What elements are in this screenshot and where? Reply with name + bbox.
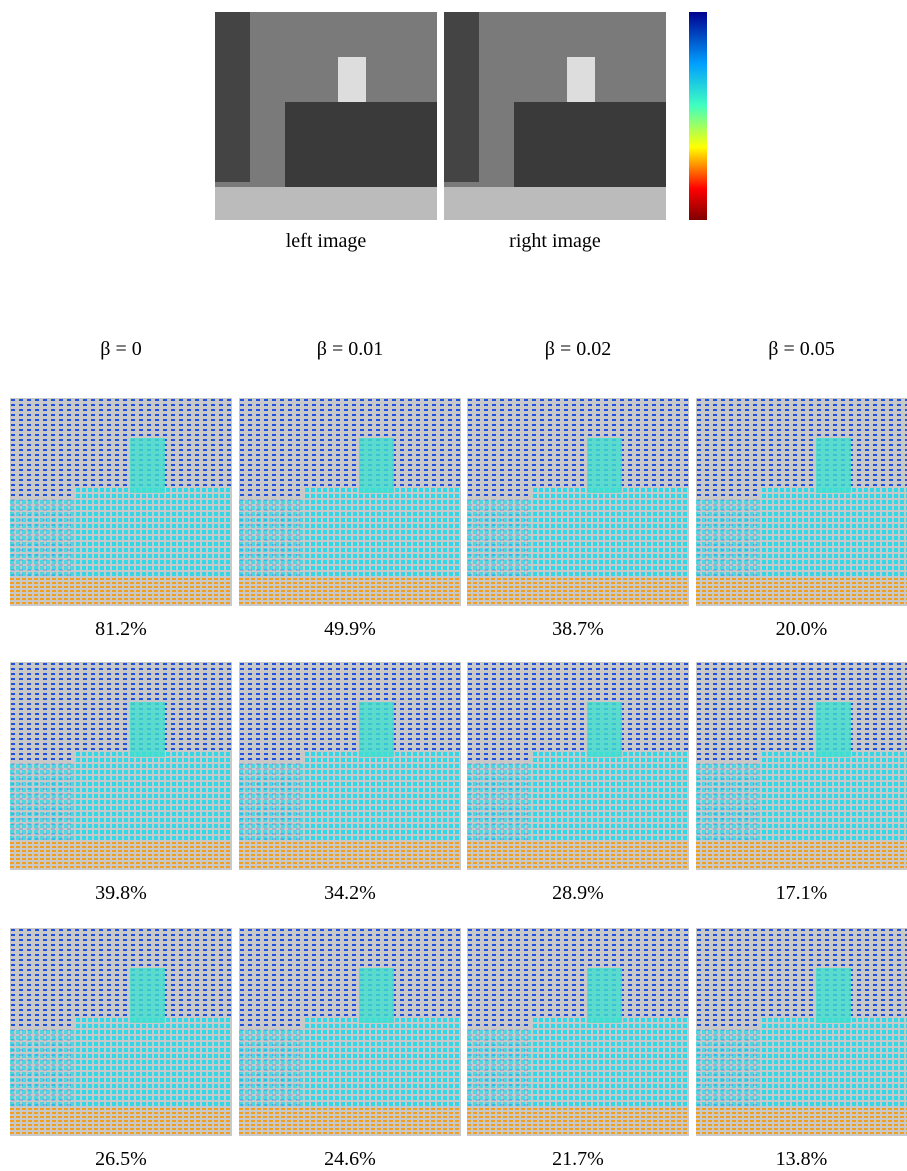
column-label: β = 0 [10,338,232,361]
figure: left image right image β = 0 β = 0.01 β = … [0,0,907,1171]
disparity-map [10,928,232,1136]
disparity-map [10,662,232,870]
caption: left image [215,230,437,253]
disparity-map [467,662,689,870]
disparity-map [696,662,907,870]
column-label: β = 0.01 [239,338,461,361]
column-label: β = 0.05 [696,338,907,361]
disparity-map [10,398,232,606]
disparity-map [467,398,689,606]
percentage: 21.7% [467,1148,689,1171]
percentage: 24.6% [239,1148,461,1171]
percentage: 49.9% [239,618,461,641]
disparity-map [467,928,689,1136]
percentage: 26.5% [10,1148,232,1171]
percentage: 39.8% [10,882,232,905]
right-image [444,12,666,220]
percentage: 28.9% [467,882,689,905]
left-image [215,12,437,220]
percentage: 13.8% [696,1148,907,1171]
caption: right image [444,230,666,253]
disparity-map [239,662,461,870]
percentage: 81.2% [10,618,232,641]
percentage: 34.2% [239,882,461,905]
percentage: 38.7% [467,618,689,641]
disparity-map [239,398,461,606]
disparity-map [696,928,907,1136]
disparity-map [696,398,907,606]
column-label: β = 0.02 [467,338,689,361]
percentage: 17.1% [696,882,907,905]
colorbar [689,12,707,220]
disparity-map [239,928,461,1136]
percentage: 20.0% [696,618,907,641]
